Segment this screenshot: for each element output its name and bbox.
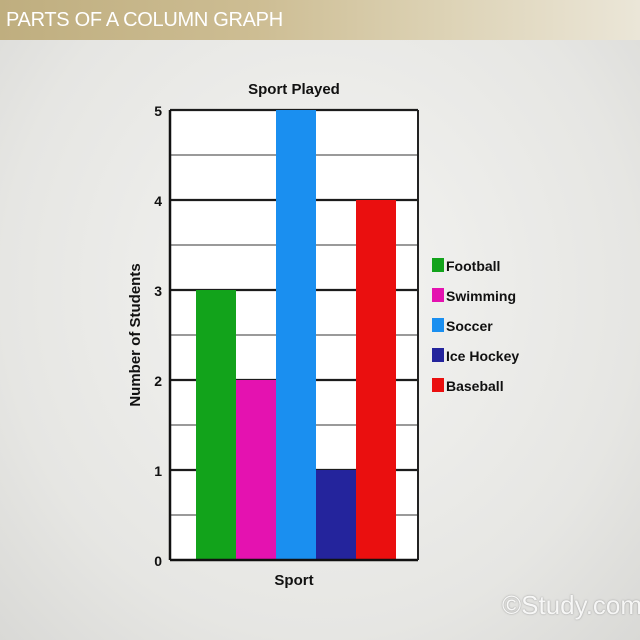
- header-banner: PARTS OF A COLUMN GRAPH: [0, 0, 640, 40]
- y-tick-label: 2: [154, 373, 162, 389]
- legend-swatch: [432, 348, 444, 362]
- legend-swatch: [432, 378, 444, 392]
- legend-label: Baseball: [446, 378, 504, 394]
- bar-swimming: [236, 380, 276, 560]
- legend-label: Soccer: [446, 318, 493, 334]
- watermark-logo: ©Study.com: [502, 590, 640, 620]
- legend-label: Football: [446, 258, 500, 274]
- legend-swatch: [432, 318, 444, 332]
- legend-label: Ice Hockey: [446, 348, 519, 364]
- banner-title: PARTS OF A COLUMN GRAPH: [6, 9, 283, 31]
- bar-ice-hockey: [316, 470, 356, 560]
- y-tick-label: 5: [154, 103, 162, 119]
- y-axis-label: Number of Students: [127, 263, 144, 406]
- y-tick-label: 0: [154, 553, 162, 569]
- bar-football: [196, 290, 236, 560]
- legend-swatch: [432, 258, 444, 272]
- legend-label: Swimming: [446, 288, 516, 304]
- legend-swatch: [432, 288, 444, 302]
- bar-soccer: [276, 110, 316, 560]
- x-axis-label: Sport: [274, 572, 313, 589]
- y-tick-label: 1: [154, 463, 162, 479]
- y-tick-label: 3: [154, 283, 162, 299]
- y-tick-label: 4: [154, 193, 162, 209]
- chart-title: Sport Played: [248, 81, 340, 98]
- bar-baseball: [356, 200, 396, 560]
